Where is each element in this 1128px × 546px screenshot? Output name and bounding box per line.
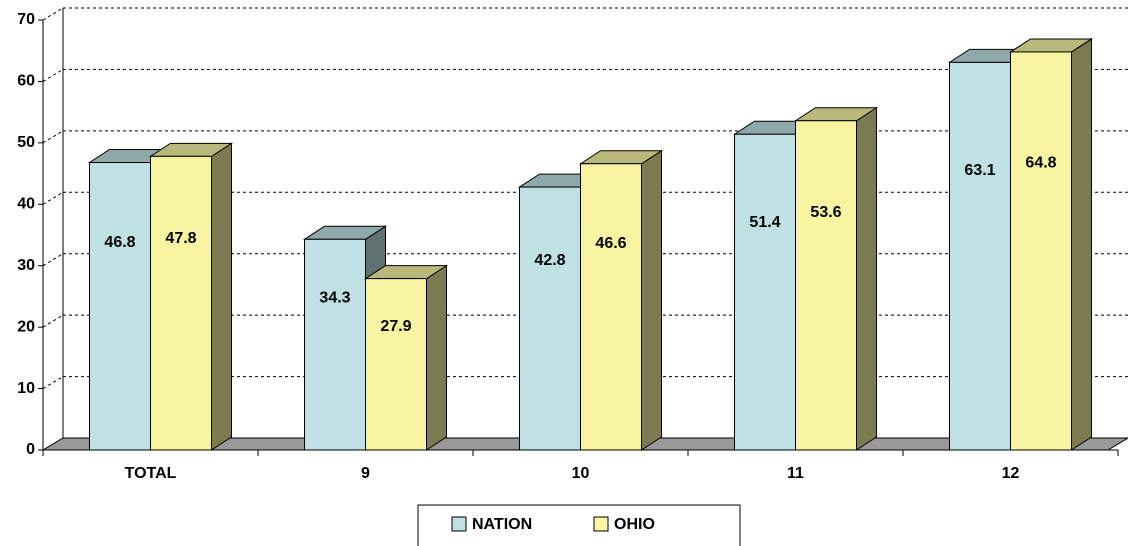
legend-box bbox=[417, 504, 741, 546]
legend-label: OHIO bbox=[614, 516, 655, 533]
y-tick-label: 50 bbox=[17, 134, 35, 151]
x-tick-label: 9 bbox=[361, 465, 370, 482]
legend: NATION OHIO bbox=[417, 504, 741, 546]
x-tick-label: TOTAL bbox=[125, 465, 177, 482]
bar bbox=[734, 133, 796, 451]
value-label: 53.6 bbox=[810, 204, 841, 221]
grid-line-side bbox=[42, 130, 64, 144]
bar-side bbox=[426, 264, 447, 451]
legend-label: NATION bbox=[472, 516, 532, 533]
value-label: 34.3 bbox=[319, 290, 350, 307]
bar-side bbox=[211, 142, 232, 451]
bar bbox=[304, 238, 366, 451]
bar-side bbox=[641, 149, 662, 451]
grid-line-side bbox=[42, 314, 64, 328]
y-tick-label: 10 bbox=[17, 380, 35, 397]
value-label: 42.8 bbox=[534, 252, 565, 269]
grid-line-side bbox=[42, 68, 64, 82]
y-tick-label: 70 bbox=[17, 11, 35, 28]
grid-line-side bbox=[42, 191, 64, 205]
y-tick-label: 30 bbox=[17, 257, 35, 274]
grid-line-side bbox=[42, 253, 64, 267]
value-label: 46.6 bbox=[595, 235, 626, 252]
x-tick-label: 11 bbox=[787, 465, 804, 482]
value-label: 64.8 bbox=[1025, 155, 1056, 172]
bar-side bbox=[1071, 38, 1092, 451]
y-tick-label: 40 bbox=[17, 196, 35, 213]
legend-swatch bbox=[451, 516, 467, 532]
value-label: 46.8 bbox=[104, 234, 135, 251]
value-label: 51.4 bbox=[749, 214, 780, 231]
y-tick-label: 60 bbox=[17, 73, 35, 90]
bar-side bbox=[856, 106, 877, 451]
value-label: 47.8 bbox=[165, 230, 196, 247]
bar bbox=[949, 61, 1011, 451]
bar bbox=[150, 155, 212, 451]
value-label: 63.1 bbox=[964, 162, 995, 179]
bar bbox=[580, 163, 642, 451]
y-tick-label: 0 bbox=[26, 441, 35, 458]
value-label: 27.9 bbox=[380, 318, 411, 335]
x-tick-label: 12 bbox=[1002, 465, 1020, 482]
legend-swatch bbox=[593, 516, 609, 532]
bar bbox=[795, 120, 857, 451]
bar bbox=[1010, 51, 1072, 451]
bar bbox=[519, 186, 581, 451]
bar bbox=[365, 278, 427, 451]
bar bbox=[89, 162, 151, 451]
y-tick-label: 20 bbox=[17, 318, 35, 335]
grid-line-side bbox=[42, 7, 64, 21]
grid-line-side bbox=[42, 376, 64, 390]
x-tick-label: 10 bbox=[572, 465, 590, 482]
